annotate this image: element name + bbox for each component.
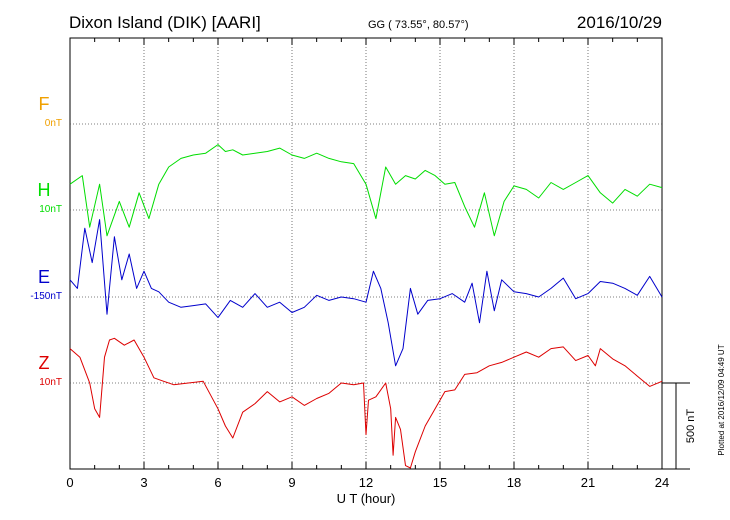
channel-label-h: H (38, 180, 51, 200)
x-tick-label: 0 (66, 475, 73, 490)
baseline-label-f: 0nT (45, 118, 62, 129)
x-tick-label: 24 (655, 475, 669, 490)
plotted-timestamp: Plotted at 2016/12/09 04:49 UT (717, 344, 726, 455)
x-tick-label: 12 (359, 475, 373, 490)
trace-layer (69, 144, 663, 469)
x-tick-label: 21 (581, 475, 595, 490)
scale-bar: 500 nT (662, 382, 697, 470)
baseline-label-h: 10nT (39, 204, 62, 215)
channel-label-z: Z (39, 353, 50, 373)
plot-date: 2016/10/29 (577, 13, 662, 32)
trace-h (69, 144, 663, 237)
x-tick-label: 15 (433, 475, 447, 490)
x-tick-label: 6 (214, 475, 221, 490)
station-coords: GG ( 73.55°, 80.57°) (368, 19, 469, 31)
baseline-label-z: 10nT (39, 377, 62, 388)
x-tick-label: 18 (507, 475, 521, 490)
channel-labels: F 0nT H 10nT E -150nT Z 10nT (30, 94, 62, 388)
trace-e (69, 219, 663, 367)
trace-z (69, 337, 663, 469)
x-tick-label: 9 (288, 475, 295, 490)
x-axis-label: U T (hour) (337, 491, 396, 506)
channel-label-e: E (38, 267, 50, 287)
x-tick-label: 3 (140, 475, 147, 490)
x-axis: 0 3 6 9 12 15 18 21 24 (66, 38, 669, 490)
station-title: Dixon Island (DIK) [AARI] (69, 13, 261, 32)
channel-label-f: F (39, 94, 50, 114)
scale-bar-label: 500 nT (685, 409, 697, 444)
baseline-label-e: -150nT (30, 291, 62, 302)
